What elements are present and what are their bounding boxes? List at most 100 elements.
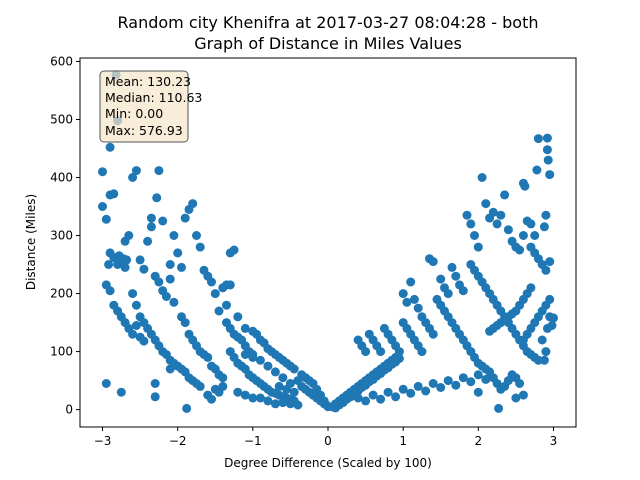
data-point xyxy=(182,403,192,413)
data-point xyxy=(542,133,552,143)
data-point xyxy=(169,297,179,307)
data-point xyxy=(122,255,132,265)
y-axis-ticks: 0 100 200 300 400 500 600 xyxy=(50,54,80,417)
data-point xyxy=(263,396,273,406)
y-tick-label: 500 xyxy=(50,113,73,127)
data-point xyxy=(361,396,371,406)
data-point xyxy=(135,255,145,265)
data-point xyxy=(383,387,393,397)
x-tick-label: −1 xyxy=(244,434,262,448)
y-tick-label: 400 xyxy=(50,171,73,185)
data-point xyxy=(139,336,149,346)
data-point xyxy=(109,189,119,199)
data-point xyxy=(458,373,468,383)
y-axis-label: Distance (Miles) xyxy=(24,194,38,290)
data-point xyxy=(428,257,438,267)
x-tick-label: 0 xyxy=(324,434,332,448)
data-point xyxy=(233,312,243,322)
data-point xyxy=(128,329,138,339)
data-point xyxy=(98,202,107,211)
data-point xyxy=(124,231,134,240)
data-point xyxy=(541,210,551,220)
data-point xyxy=(421,386,431,396)
data-point xyxy=(545,257,555,267)
data-point xyxy=(161,292,171,301)
data-point xyxy=(105,286,115,296)
data-point xyxy=(376,394,386,404)
data-point xyxy=(406,277,416,287)
data-point xyxy=(447,262,457,272)
data-point xyxy=(255,355,265,365)
data-point xyxy=(210,289,220,299)
data-point xyxy=(394,347,404,357)
stats-median: Median: 110.63 xyxy=(105,90,202,105)
data-point xyxy=(436,274,446,284)
data-point xyxy=(492,219,502,229)
data-point xyxy=(473,242,483,252)
data-point xyxy=(152,193,162,203)
stats-min: Min: 0.00 xyxy=(105,106,163,121)
data-point xyxy=(104,260,114,269)
x-tick-label: 1 xyxy=(399,434,407,448)
data-point xyxy=(207,277,216,287)
data-point xyxy=(165,364,175,374)
data-point xyxy=(105,142,115,152)
data-point xyxy=(428,329,438,339)
data-point xyxy=(532,165,542,175)
data-point xyxy=(293,400,303,410)
data-point xyxy=(402,297,412,307)
stats-max: Max: 576.93 xyxy=(105,123,183,138)
data-point xyxy=(248,393,258,403)
data-point xyxy=(131,166,141,176)
data-point xyxy=(520,181,530,191)
data-point xyxy=(526,219,536,229)
data-point xyxy=(530,231,540,240)
data-point xyxy=(255,393,265,403)
stats-box: Mean: 130.23 Median: 110.63 Min: 0.00 Ma… xyxy=(99,70,202,143)
data-point xyxy=(443,289,453,299)
x-tick-label: 2 xyxy=(474,434,482,448)
data-point xyxy=(413,303,423,313)
data-point xyxy=(466,219,476,229)
data-point xyxy=(503,225,513,235)
data-point xyxy=(154,277,164,287)
data-point xyxy=(240,323,250,333)
data-point xyxy=(466,377,476,387)
data-point xyxy=(406,388,416,398)
data-point xyxy=(511,393,521,403)
data-point xyxy=(240,390,250,400)
data-point xyxy=(120,262,130,272)
data-point xyxy=(481,374,491,384)
data-point xyxy=(146,213,156,223)
data-point xyxy=(150,379,160,388)
data-point xyxy=(240,350,250,359)
data-point xyxy=(539,222,549,232)
data-point xyxy=(547,321,557,330)
data-point xyxy=(417,347,427,357)
data-point xyxy=(515,245,525,255)
data-point xyxy=(128,173,138,182)
data-point xyxy=(518,335,528,345)
data-point xyxy=(139,264,149,274)
data-point xyxy=(195,242,205,252)
data-point xyxy=(229,245,239,255)
data-point xyxy=(542,145,552,155)
data-point xyxy=(494,403,504,413)
data-point xyxy=(545,170,555,180)
data-point xyxy=(270,367,280,377)
data-point xyxy=(188,199,198,209)
data-point xyxy=(116,387,126,397)
data-point xyxy=(154,166,164,176)
data-point xyxy=(270,399,280,409)
data-point xyxy=(413,381,423,391)
data-point xyxy=(222,300,231,310)
chart-title-line2: Graph of Distance in Miles Values xyxy=(194,34,462,53)
data-point xyxy=(537,335,547,345)
data-point xyxy=(218,381,228,391)
data-point xyxy=(195,381,205,391)
data-point xyxy=(131,300,141,310)
data-point xyxy=(473,370,483,380)
data-points xyxy=(98,70,558,413)
stats-box-background xyxy=(99,70,189,143)
